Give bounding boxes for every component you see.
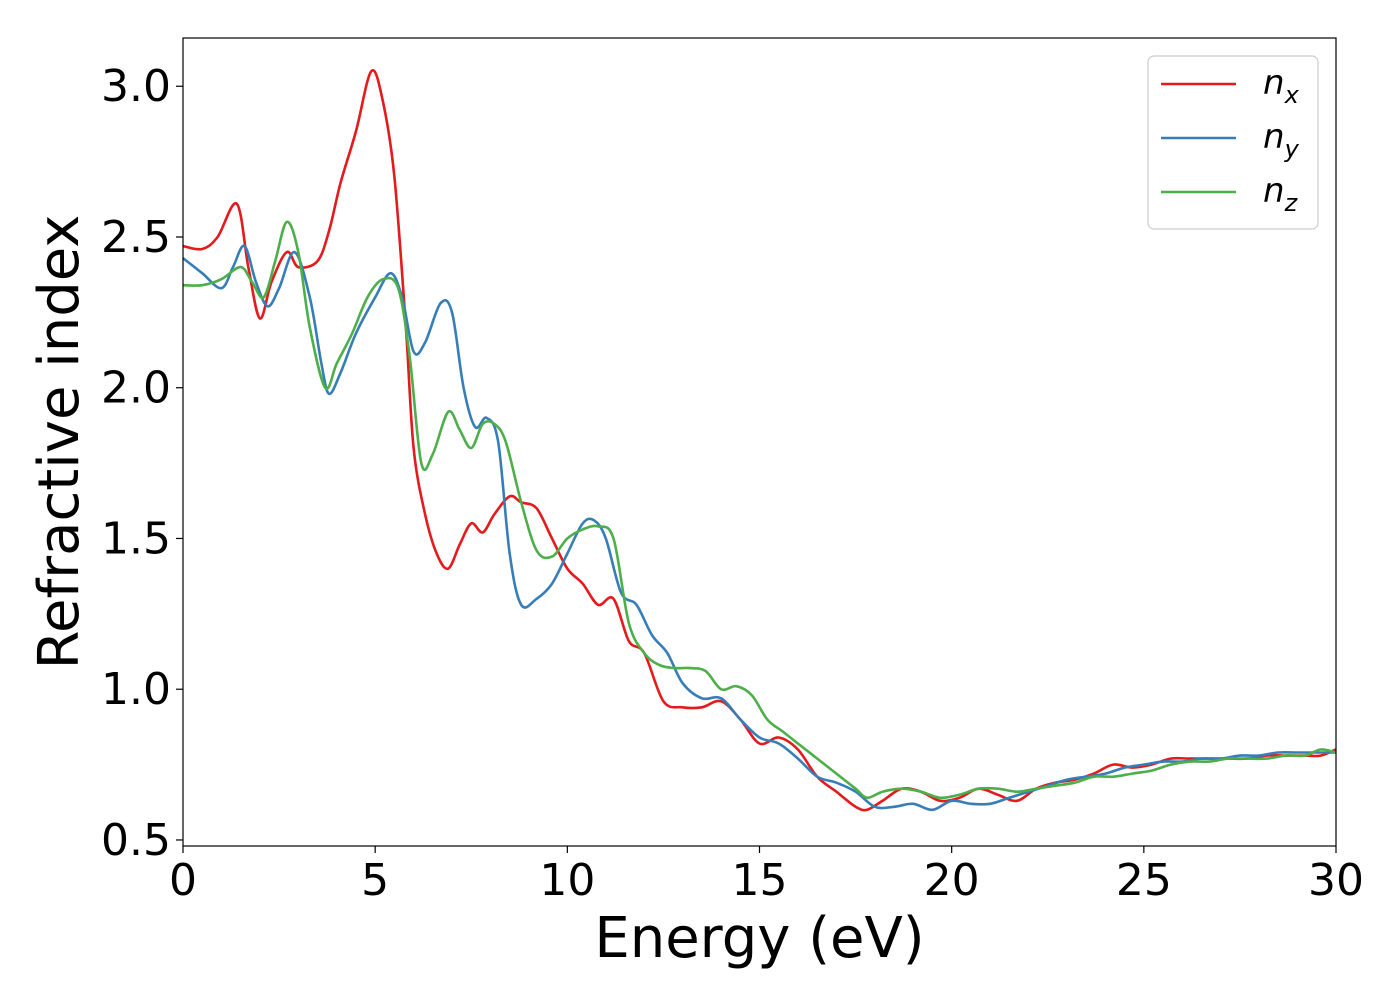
- series-line-nz: [183, 220, 1336, 800]
- legend-symbol: n: [1263, 171, 1285, 211]
- series-line-nx: [183, 69, 1336, 812]
- legend-subscript: z: [1284, 189, 1299, 217]
- x-axis-label: Energy (eV): [594, 906, 924, 971]
- x-tick-label: 15: [732, 855, 788, 906]
- legend-label-nz: nz: [1263, 171, 1299, 217]
- plot-frame: [182, 37, 1337, 847]
- y-axis-label: Refractive index: [27, 215, 92, 670]
- x-tick-label: 20: [924, 855, 980, 906]
- legend-label-nx: nx: [1263, 63, 1300, 109]
- x-tick-label: 10: [539, 855, 595, 906]
- plot-area: [183, 69, 1336, 812]
- legend-symbol: n: [1263, 117, 1285, 157]
- x-tick-label: 25: [1116, 855, 1172, 906]
- y-axis-ticks: 0.5 1.0 1.5 2.0 2.5 3.0: [101, 61, 183, 866]
- y-tick-label: 2.5: [101, 212, 171, 263]
- legend-subscript: y: [1284, 135, 1300, 163]
- x-tick-label: 5: [361, 855, 389, 906]
- legend-box: [1147, 55, 1319, 230]
- y-tick-label: 2.0: [101, 363, 171, 414]
- x-tick-label: 0: [169, 855, 197, 906]
- x-tick-label: 30: [1308, 855, 1364, 906]
- series-line-ny: [183, 244, 1336, 812]
- y-tick-label: 0.5: [101, 815, 171, 866]
- x-axis-ticks: 0 5 10 15 20 25 30: [169, 846, 1364, 906]
- y-tick-label: 1.0: [101, 664, 171, 715]
- y-tick-label: 3.0: [101, 61, 171, 112]
- legend-subscript: x: [1284, 81, 1300, 109]
- y-tick-label: 1.5: [101, 513, 171, 564]
- legend-symbol: n: [1263, 63, 1285, 103]
- legend-label-ny: ny: [1263, 117, 1300, 163]
